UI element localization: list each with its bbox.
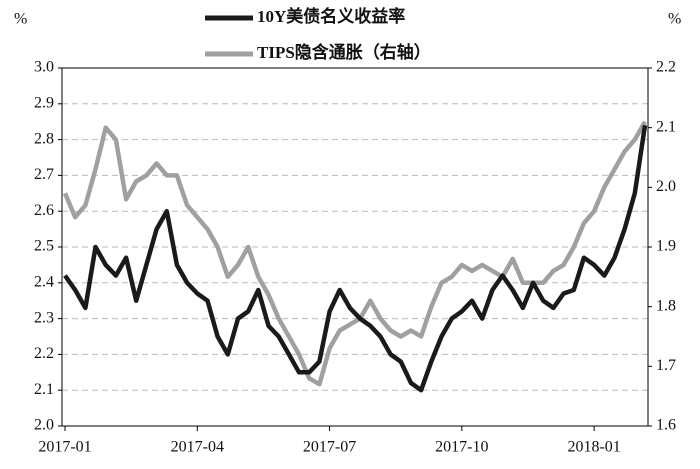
- y-tick-label: 2.9: [34, 94, 54, 111]
- x-tick-label: 2017-01: [38, 439, 91, 456]
- y2-axis-unit: %: [668, 11, 681, 28]
- x-tick-label: 2017-04: [171, 439, 224, 456]
- y2-tick-label: 2.1: [656, 118, 676, 135]
- x-tick-label: 2017-10: [435, 439, 488, 456]
- y2-tick-label: 1.8: [656, 297, 676, 314]
- y-tick-label: 2.0: [34, 417, 54, 434]
- y-tick-label: 2.3: [34, 309, 54, 326]
- legend-label: 10Y美债名义收益率: [257, 6, 405, 26]
- legend-label: TIPS隐含通胀（右轴）: [257, 42, 431, 62]
- y2-tick-label: 2.0: [656, 178, 676, 195]
- y2-tick-label: 2.2: [656, 59, 676, 76]
- y2-tick-label: 1.6: [656, 417, 676, 434]
- y-tick-label: 2.5: [34, 238, 54, 255]
- y-tick-label: 2.2: [34, 345, 54, 362]
- y-tick-label: 2.4: [34, 273, 54, 290]
- y-axis-unit: %: [14, 11, 27, 28]
- y-tick-label: 3.0: [34, 59, 54, 76]
- y2-tick-label: 1.9: [656, 238, 676, 255]
- x-tick-label: 2018-01: [567, 439, 620, 456]
- y2-tick-label: 1.7: [656, 357, 676, 374]
- x-tick-label: 2017-07: [303, 439, 356, 456]
- plot-frame: [61, 67, 649, 427]
- y-tick-label: 2.1: [34, 381, 54, 398]
- y-tick-label: 2.7: [34, 166, 54, 183]
- series-line: [62, 120, 647, 387]
- y-tick-label: 2.8: [34, 130, 54, 147]
- y-tick-label: 2.6: [34, 202, 54, 219]
- series-line: [63, 124, 648, 393]
